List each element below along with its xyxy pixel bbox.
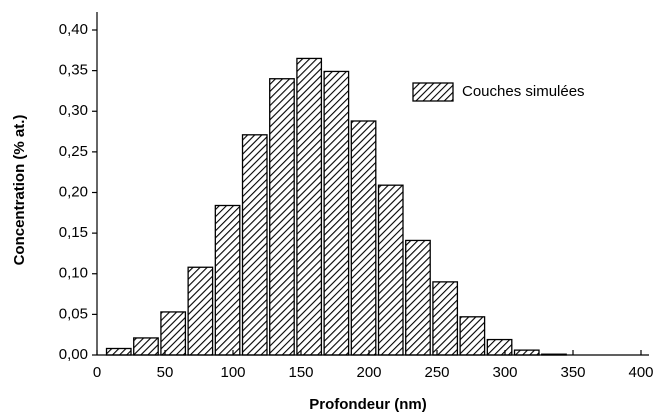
bar [133,337,159,356]
bar [296,57,323,356]
bar [105,347,132,356]
y-axis-title: Concentration (% at.) [11,115,28,266]
bar [160,311,187,356]
x-tick-label: 50 [157,364,174,381]
x-tick-label: 300 [492,364,517,381]
y-tick-label: 0,25 [59,143,88,160]
x-axis-title: Profondeur (nm) [309,396,427,413]
bar [513,349,540,356]
y-tick-label: 0,40 [59,21,88,38]
y-tick-label: 0,00 [59,346,88,363]
y-tick-label: 0,20 [59,183,88,200]
bar [405,239,431,356]
y-tick-label: 0,05 [59,305,88,322]
bar [350,120,377,356]
x-tick-label: 100 [220,364,245,381]
x-tick-label: 250 [424,364,449,381]
x-tick-label: 150 [288,364,313,381]
y-tick-label: 0,10 [59,265,88,282]
bar [269,78,295,356]
bar [486,338,513,356]
y-tick-label: 0,30 [59,102,88,119]
legend-swatch [412,82,454,102]
x-tick-label: 200 [356,364,381,381]
bar [459,316,486,356]
legend-label: Couches simulées [462,83,585,100]
bar [377,184,404,356]
x-tick-label: 400 [628,364,653,381]
x-tick-label: 0 [93,364,101,381]
x-tick-label: 350 [560,364,585,381]
bar [323,70,350,356]
bar [187,266,214,356]
bar [241,134,268,356]
bar [214,204,241,356]
y-tick-label: 0,35 [59,62,88,79]
y-tick-label: 0,15 [59,224,88,241]
bar [432,281,459,356]
